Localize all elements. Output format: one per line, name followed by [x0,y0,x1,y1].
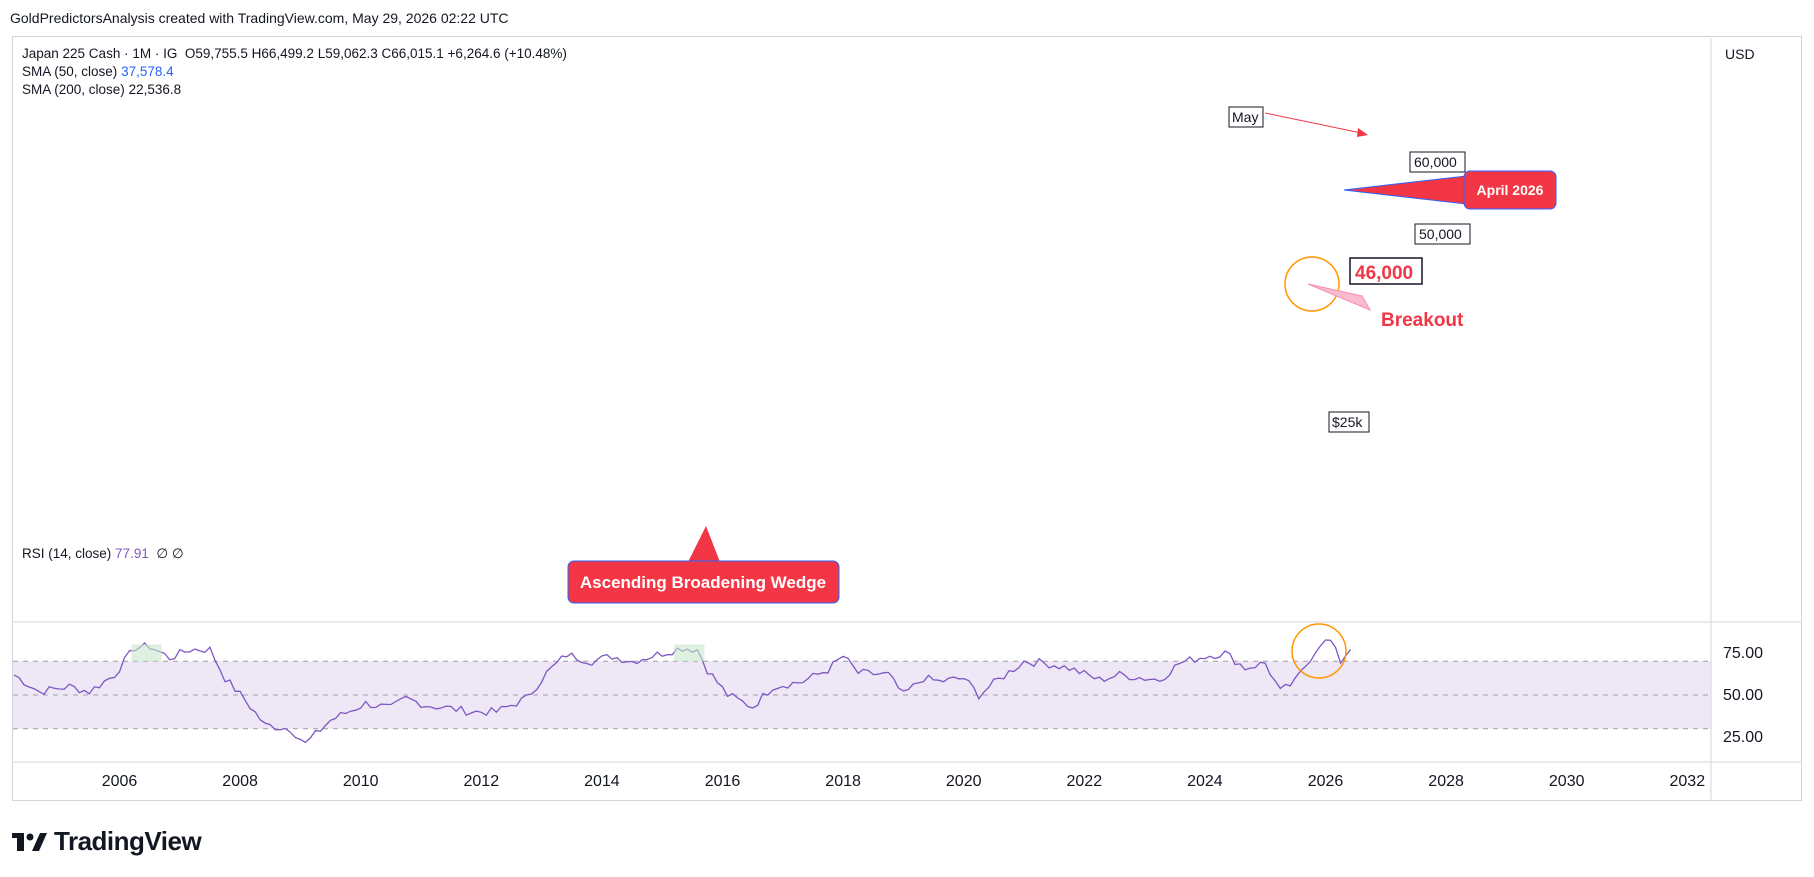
legend-rsi-row: RSI (14, close) 77.91 ∅ ∅ [22,546,184,562]
attribution-text: GoldPredictorsAnalysis created with Trad… [10,10,509,26]
legend-rsi-label[interactable]: RSI (14, close) [22,546,112,561]
level-60k-box [1409,151,1466,173]
legend-sma200-row: SMA (200, close) 22,536.8 [22,82,181,97]
annotations: May 60,000 50,000 April 2026 46,000 Breakout $… [567,106,1557,679]
level-25k-label: $25k [1332,414,1363,430]
legend-rsi-extra: ∅ ∅ [156,546,184,561]
rsi-overbought-fill [674,644,705,662]
rsi-pane: 25.00 50.00 75.00 [13,639,1763,746]
axes: 10,000.020,000.030,000.040,000.050,000.0… [13,38,1802,800]
time-tick-label: 2012 [464,773,500,790]
april-label: April 2026 [1477,182,1544,198]
april-callout-pointer [1343,175,1467,205]
level-46k-label: 46,000 [1355,263,1413,284]
may-arrowhead [1357,128,1368,137]
rsi-tick-label: 25.00 [1723,729,1763,746]
time-tick-label: 2006 [102,773,138,790]
breakout-label: Breakout [1381,310,1464,331]
wedge-callout-pointer [688,526,720,562]
tradingview-wordmark: TradingView [54,826,202,856]
time-tick-label: 2014 [584,773,620,790]
may-box [1228,106,1264,128]
rsi-tick-label: 75.00 [1723,645,1763,662]
time-tick-label: 2028 [1428,773,1464,790]
legend-sma50-label[interactable]: SMA (50, close) [22,64,118,79]
time-tick-label: 2030 [1549,773,1585,790]
time-tick-label: 2024 [1187,773,1223,790]
legend-sma200-value: 22,536.8 [128,82,182,97]
april-callout [1463,170,1557,210]
legend-sma50-value: 37,578.4 [121,64,174,79]
legend-sma200-label[interactable]: SMA (200, close) [22,82,125,97]
time-tick-label: 2020 [946,773,982,790]
rsi-overbought-fill [131,644,162,662]
time-tick-label: 2016 [705,773,741,790]
level-50k-box [1414,223,1471,245]
time-tick-label: 2018 [825,773,861,790]
legend-rsi-value: 77.91 [115,546,149,561]
level-46k-box [1349,257,1423,285]
chart-frame [12,36,1802,801]
legend-sma50-row: SMA (50, close) 37,578.4 [22,64,174,79]
time-tick-label: 2026 [1308,773,1344,790]
rsi-circle [1291,623,1347,679]
breakout-circle [1284,256,1340,312]
legend-symbol-row: Japan 225 Cash · 1M · IG O59,755.5 H66,4… [22,46,567,61]
level-25k-box [1328,411,1370,433]
rsi-tick-label: 50.00 [1723,687,1763,704]
wedge-callout [567,560,840,604]
level-50k-label: 50,000 [1419,226,1462,242]
level-60k-label: 60,000 [1414,154,1457,170]
tradingview-logo-icon [12,832,47,851]
time-tick-label: 2032 [1670,773,1706,790]
tradingview-logo[interactable]: TradingView [12,826,202,857]
time-tick-label: 2010 [343,773,379,790]
currency-label[interactable]: USD [1725,46,1755,62]
breakout-arrow [1307,283,1372,312]
time-tick-label: 2008 [222,773,258,790]
may-label: May [1232,109,1258,125]
legend-symbol[interactable]: Japan 225 Cash · 1M · IG [22,46,178,61]
wedge-label: Ascending Broadening Wedge [580,573,826,592]
time-tick-label: 2022 [1067,773,1103,790]
may-arrow [1264,112,1367,135]
legend-ohlc: O59,755.5 H66,499.2 L59,062.3 C66,015.1 … [184,46,567,61]
